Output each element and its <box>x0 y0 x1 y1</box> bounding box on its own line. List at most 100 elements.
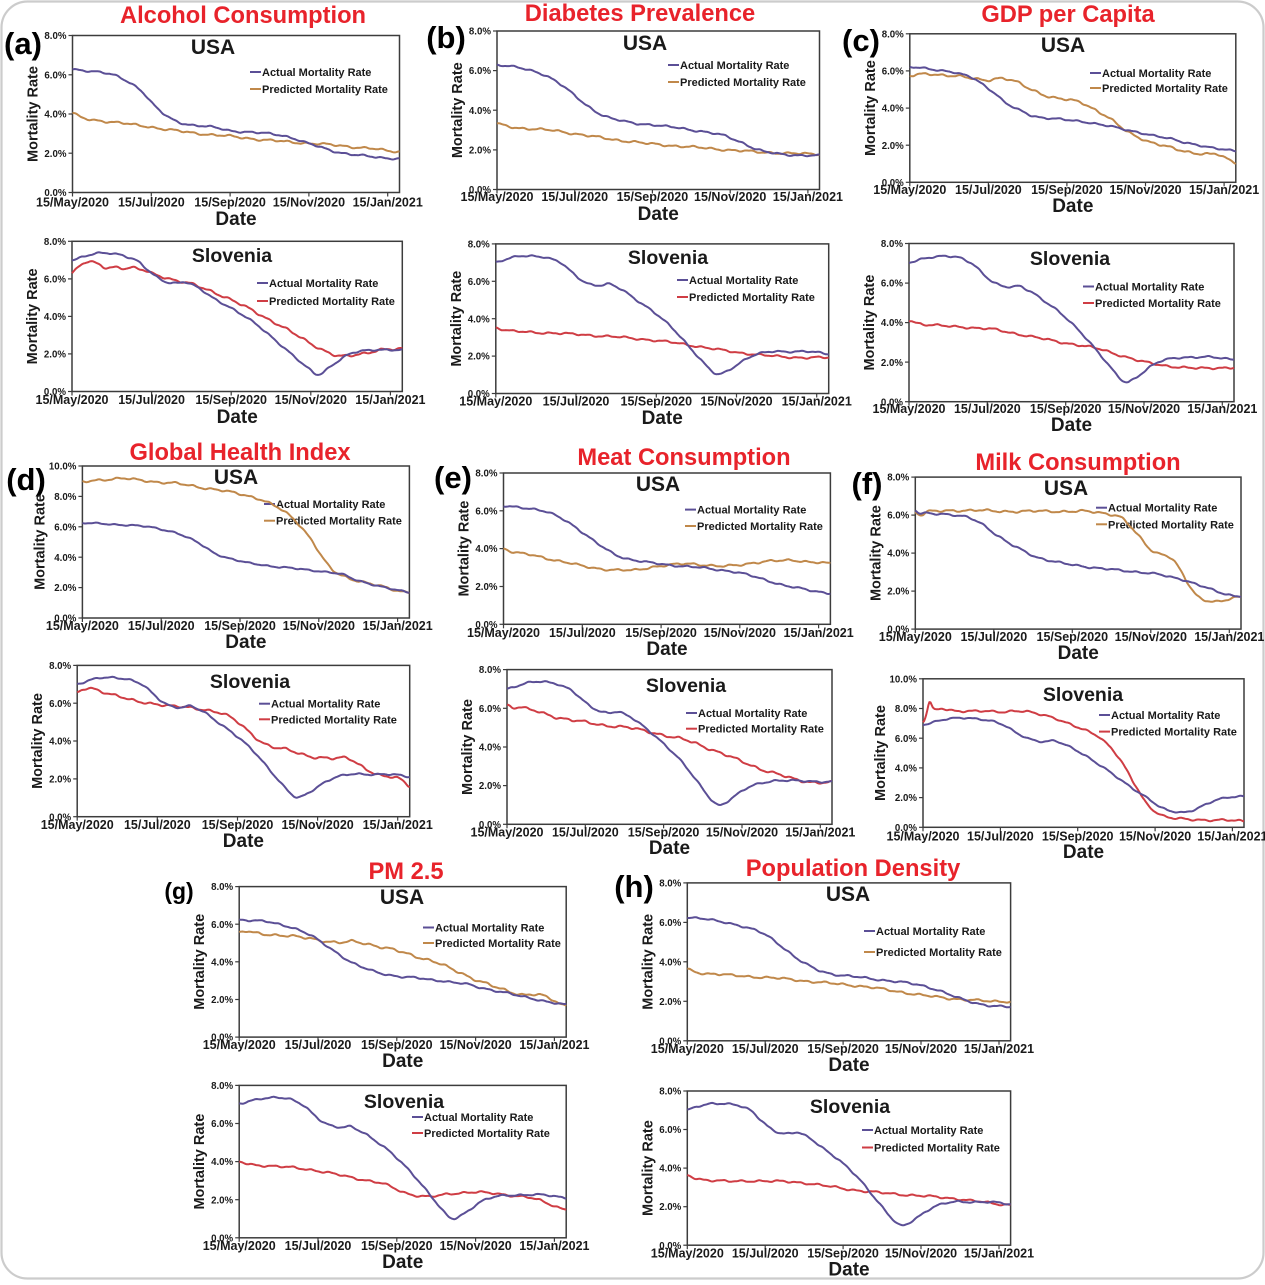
svg-text:Predicted Mortality Rate: Predicted Mortality Rate <box>876 947 1002 959</box>
svg-text:4.0%: 4.0% <box>475 544 497 555</box>
svg-text:Predicted Mortality Rate: Predicted Mortality Rate <box>262 84 388 96</box>
svg-text:Date: Date <box>1052 196 1093 217</box>
svg-text:15/May/2020: 15/May/2020 <box>887 830 960 844</box>
svg-text:Predicted Mortality Rate: Predicted Mortality Rate <box>269 296 395 308</box>
svg-text:8.0%: 8.0% <box>469 27 491 38</box>
svg-text:15/Sep/2020: 15/Sep/2020 <box>361 1239 433 1253</box>
svg-text:2.0%: 2.0% <box>469 146 491 157</box>
svg-text:6.0%: 6.0% <box>475 506 497 517</box>
svg-text:USA: USA <box>191 36 235 59</box>
svg-text:0.0%: 0.0% <box>887 625 909 636</box>
svg-text:6.0%: 6.0% <box>887 511 909 522</box>
svg-text:Alcohol Consumption: Alcohol Consumption <box>120 3 366 29</box>
svg-text:15/Sep/2020: 15/Sep/2020 <box>361 1038 433 1052</box>
svg-text:Predicted Mortality Rate: Predicted Mortality Rate <box>1111 727 1237 739</box>
svg-text:Actual Mortality Rate: Actual Mortality Rate <box>1102 68 1211 80</box>
svg-text:8.0%: 8.0% <box>44 237 66 248</box>
svg-text:15/Jan/2021: 15/Jan/2021 <box>964 1042 1034 1056</box>
svg-text:(f): (f) <box>852 466 883 501</box>
svg-text:15/Jan/2021: 15/Jan/2021 <box>355 393 425 407</box>
svg-text:Mortality Rate: Mortality Rate <box>457 501 473 597</box>
svg-text:2.0%: 2.0% <box>881 358 903 369</box>
svg-text:(e): (e) <box>434 460 472 495</box>
svg-text:4.0%: 4.0% <box>468 314 490 325</box>
svg-text:8.0%: 8.0% <box>49 661 71 672</box>
svg-text:15/Sep/2020: 15/Sep/2020 <box>195 393 267 407</box>
svg-text:Actual Mortality Rate: Actual Mortality Rate <box>271 699 380 711</box>
svg-text:Population Density: Population Density <box>746 856 961 882</box>
svg-text:Mortality Rate: Mortality Rate <box>450 62 466 158</box>
svg-text:0.0%: 0.0% <box>468 389 490 400</box>
svg-text:4.0%: 4.0% <box>659 957 681 968</box>
svg-text:Actual Mortality Rate: Actual Mortality Rate <box>680 60 789 72</box>
svg-text:Slovenia: Slovenia <box>810 1096 890 1118</box>
svg-text:Actual Mortality Rate: Actual Mortality Rate <box>1111 710 1220 722</box>
svg-text:Slovenia: Slovenia <box>192 245 272 267</box>
svg-text:Predicted Mortality Rate: Predicted Mortality Rate <box>1095 298 1221 310</box>
svg-text:15/Sep/2020: 15/Sep/2020 <box>1037 630 1109 644</box>
svg-text:0.0%: 0.0% <box>44 188 66 199</box>
svg-text:Mortality Rate: Mortality Rate <box>460 699 476 795</box>
svg-text:Actual Mortality Rate: Actual Mortality Rate <box>435 923 544 935</box>
svg-text:15/May/2020: 15/May/2020 <box>36 393 109 407</box>
svg-text:15/Nov/2020: 15/Nov/2020 <box>1108 402 1180 416</box>
svg-text:15/Jan/2021: 15/Jan/2021 <box>519 1038 589 1052</box>
svg-text:6.0%: 6.0% <box>882 67 904 78</box>
svg-text:Date: Date <box>382 1051 423 1072</box>
svg-text:Date: Date <box>638 204 679 225</box>
svg-text:(d): (d) <box>6 462 46 497</box>
svg-text:USA: USA <box>826 883 870 906</box>
svg-text:Mortality Rate: Mortality Rate <box>863 60 879 156</box>
svg-text:15/Nov/2020: 15/Nov/2020 <box>1109 183 1181 197</box>
svg-text:6.0%: 6.0% <box>211 920 233 931</box>
svg-text:4.0%: 4.0% <box>49 737 71 748</box>
svg-text:15/Sep/2020: 15/Sep/2020 <box>807 1042 879 1056</box>
svg-text:0.0%: 0.0% <box>475 620 497 631</box>
svg-text:15/Jul/2020: 15/Jul/2020 <box>541 190 608 204</box>
svg-text:15/Nov/2020: 15/Nov/2020 <box>706 826 778 840</box>
svg-text:4.0%: 4.0% <box>659 1164 681 1175</box>
svg-text:Predicted Mortality Rate: Predicted Mortality Rate <box>680 77 806 89</box>
svg-text:15/Jan/2021: 15/Jan/2021 <box>783 626 853 640</box>
svg-text:15/Sep/2020: 15/Sep/2020 <box>202 818 274 832</box>
svg-text:15/Jan/2021: 15/Jan/2021 <box>964 1247 1034 1261</box>
svg-text:15/Jan/2021: 15/Jan/2021 <box>1187 402 1257 416</box>
svg-text:10.0%: 10.0% <box>49 462 77 473</box>
svg-text:0.0%: 0.0% <box>882 178 904 189</box>
svg-text:15/Sep/2020: 15/Sep/2020 <box>1030 402 1102 416</box>
svg-text:15/Sep/2020: 15/Sep/2020 <box>621 395 693 409</box>
svg-text:8.0%: 8.0% <box>659 879 681 890</box>
svg-text:Predicted Mortality Rate: Predicted Mortality Rate <box>424 1128 550 1140</box>
svg-text:Mortality Rate: Mortality Rate <box>640 914 656 1010</box>
svg-text:15/Jan/2021: 15/Jan/2021 <box>1197 830 1265 844</box>
svg-text:Meat Consumption: Meat Consumption <box>577 445 790 471</box>
svg-text:Slovenia: Slovenia <box>364 1091 444 1113</box>
svg-text:15/Nov/2020: 15/Nov/2020 <box>704 626 776 640</box>
svg-text:4.0%: 4.0% <box>479 743 501 754</box>
svg-text:15/May/2020: 15/May/2020 <box>651 1042 724 1056</box>
svg-text:15/Jul/2020: 15/Jul/2020 <box>128 619 195 633</box>
svg-text:Date: Date <box>642 408 683 429</box>
svg-text:15/May/2020: 15/May/2020 <box>36 196 109 210</box>
svg-text:8.0%: 8.0% <box>468 240 490 251</box>
svg-text:6.0%: 6.0% <box>211 1119 233 1130</box>
svg-text:6.0%: 6.0% <box>659 918 681 929</box>
svg-text:4.0%: 4.0% <box>881 318 903 329</box>
svg-text:4.0%: 4.0% <box>44 110 66 121</box>
svg-text:15/Jul/2020: 15/Jul/2020 <box>955 183 1022 197</box>
svg-text:Slovenia: Slovenia <box>1030 248 1110 270</box>
svg-text:Predicted Mortality Rate: Predicted Mortality Rate <box>698 724 824 736</box>
svg-text:4.0%: 4.0% <box>887 549 909 560</box>
svg-text:Slovenia: Slovenia <box>210 671 290 693</box>
svg-text:Date: Date <box>649 838 690 859</box>
svg-text:15/Jul/2020: 15/Jul/2020 <box>118 393 185 407</box>
svg-text:6.0%: 6.0% <box>659 1125 681 1136</box>
svg-text:4.0%: 4.0% <box>211 1157 233 1168</box>
svg-text:Actual Mortality Rate: Actual Mortality Rate <box>876 926 985 938</box>
svg-text:15/Sep/2020: 15/Sep/2020 <box>194 196 266 210</box>
svg-text:10.0%: 10.0% <box>890 674 918 685</box>
svg-text:(g): (g) <box>164 878 193 904</box>
svg-text:15/Jan/2021: 15/Jan/2021 <box>362 619 432 633</box>
svg-text:Date: Date <box>1051 415 1092 436</box>
svg-text:2.0%: 2.0% <box>211 995 233 1006</box>
